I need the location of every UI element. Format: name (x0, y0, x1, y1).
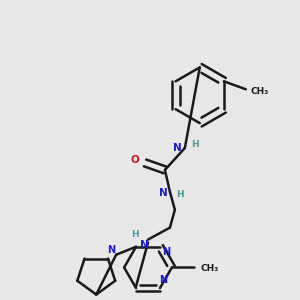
Text: O: O (131, 155, 140, 165)
Text: H: H (131, 230, 139, 239)
Text: CH₃: CH₃ (250, 87, 269, 96)
Text: N: N (140, 240, 148, 250)
Text: H: H (176, 190, 184, 199)
Text: H: H (191, 140, 199, 148)
Text: N: N (173, 143, 182, 153)
Text: N: N (159, 188, 167, 198)
Text: N: N (159, 275, 167, 285)
Text: N: N (162, 247, 170, 257)
Text: N: N (107, 245, 115, 255)
Text: CH₃: CH₃ (201, 264, 219, 273)
